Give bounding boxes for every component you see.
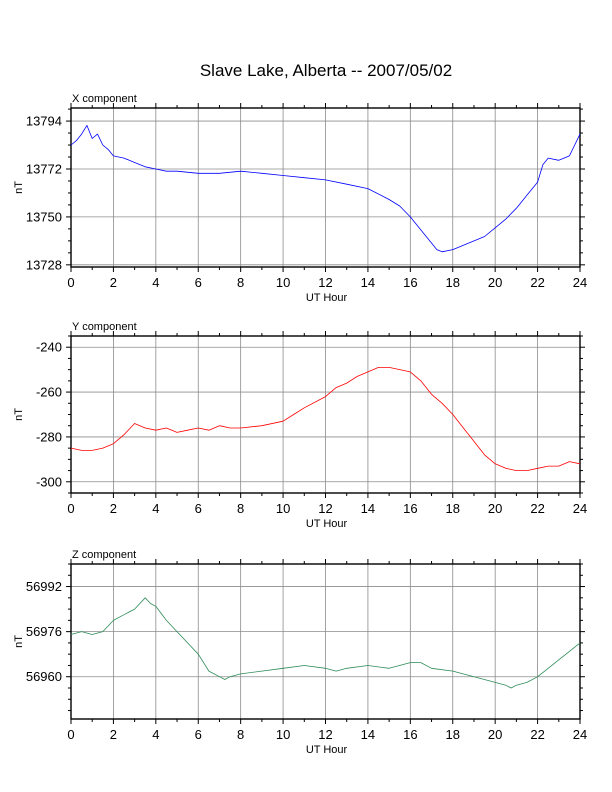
figure-title: Slave Lake, Alberta -- 2007/05/02 (200, 61, 452, 80)
y-axis-title: nT (13, 181, 25, 194)
x-component-grid (71, 108, 580, 267)
x-tick-label: 2 (110, 275, 117, 290)
x-axis-title: UT Hour (306, 292, 348, 304)
y-component-series-line (70, 367, 581, 471)
x-tick-label: 0 (67, 275, 74, 290)
x-tick-label: 2 (110, 501, 117, 516)
y-tick-label: 56960 (26, 669, 62, 684)
chart-panels: 0 2 4 6 8 10 12 14 16 18 20 22 241372813750137721379… (13, 93, 587, 756)
y-axis-title: nT (13, 635, 25, 648)
x-tick-label: 14 (361, 727, 375, 742)
y-tick-label: 13750 (26, 209, 62, 224)
x-tick-label: 10 (276, 501, 290, 516)
x-tick-label: 12 (318, 275, 332, 290)
x-component-panel: 0 2 4 6 8 10 12 14 16 18 20 22 241372813750137721379… (13, 93, 587, 304)
x-tick-label: 16 (403, 727, 417, 742)
x-tick-label: 0 (67, 727, 74, 742)
z-component-label: Z component (72, 549, 136, 561)
x-tick-label: 24 (573, 501, 587, 516)
x-tick-label: 6 (195, 727, 202, 742)
x-tick-label: 16 (403, 501, 417, 516)
x-component-series-line (70, 125, 581, 253)
y-tick-label: 56992 (26, 579, 62, 594)
x-tick-label: 20 (488, 275, 502, 290)
x-tick-label: 12 (318, 501, 332, 516)
x-tick-label: 0 (67, 501, 74, 516)
x-tick-label: 2 (110, 727, 117, 742)
x-tick-label: 8 (237, 275, 244, 290)
x-tick-label: 16 (403, 275, 417, 290)
x-tick-label: 6 (195, 275, 202, 290)
y-tick-label: 13772 (26, 161, 62, 176)
y-tick-label: -280 (36, 429, 62, 444)
y-axis-title: nT (13, 408, 25, 421)
x-tick-label: 24 (573, 727, 587, 742)
y-tick-label: -240 (36, 340, 62, 355)
x-tick-label: 18 (446, 275, 460, 290)
x-tick-label: 4 (152, 727, 159, 742)
x-axis-title: UT Hour (306, 744, 348, 756)
x-tick-label: 20 (488, 727, 502, 742)
y-component-grid (71, 336, 580, 493)
y-tick-label: 13794 (26, 114, 62, 129)
x-tick-label: 4 (152, 275, 159, 290)
x-component-label: X component (72, 93, 137, 105)
z-component-grid (71, 564, 580, 719)
x-axis-title: UT Hour (306, 518, 348, 530)
x-tick-label: 22 (530, 501, 544, 516)
x-tick-label: 8 (237, 727, 244, 742)
z-component-series-line (70, 597, 581, 689)
x-tick-label: 10 (276, 727, 290, 742)
x-tick-label: 12 (318, 727, 332, 742)
y-tick-label: -300 (36, 474, 62, 489)
x-tick-label: 18 (446, 727, 460, 742)
x-tick-label: 14 (361, 275, 375, 290)
y-tick-label: 13728 (26, 257, 62, 272)
x-tick-label: 8 (237, 501, 244, 516)
x-tick-label: 6 (195, 501, 202, 516)
x-tick-label: 22 (530, 727, 544, 742)
y-tick-label: -260 (36, 385, 62, 400)
x-tick-label: 20 (488, 501, 502, 516)
x-tick-label: 22 (530, 275, 544, 290)
y-component-label: Y component (72, 321, 137, 333)
x-tick-label: 24 (573, 275, 587, 290)
x-tick-label: 18 (446, 501, 460, 516)
x-tick-label: 14 (361, 501, 375, 516)
x-tick-label: 4 (152, 501, 159, 516)
y-tick-label: 56976 (26, 624, 62, 639)
x-tick-label: 10 (276, 275, 290, 290)
